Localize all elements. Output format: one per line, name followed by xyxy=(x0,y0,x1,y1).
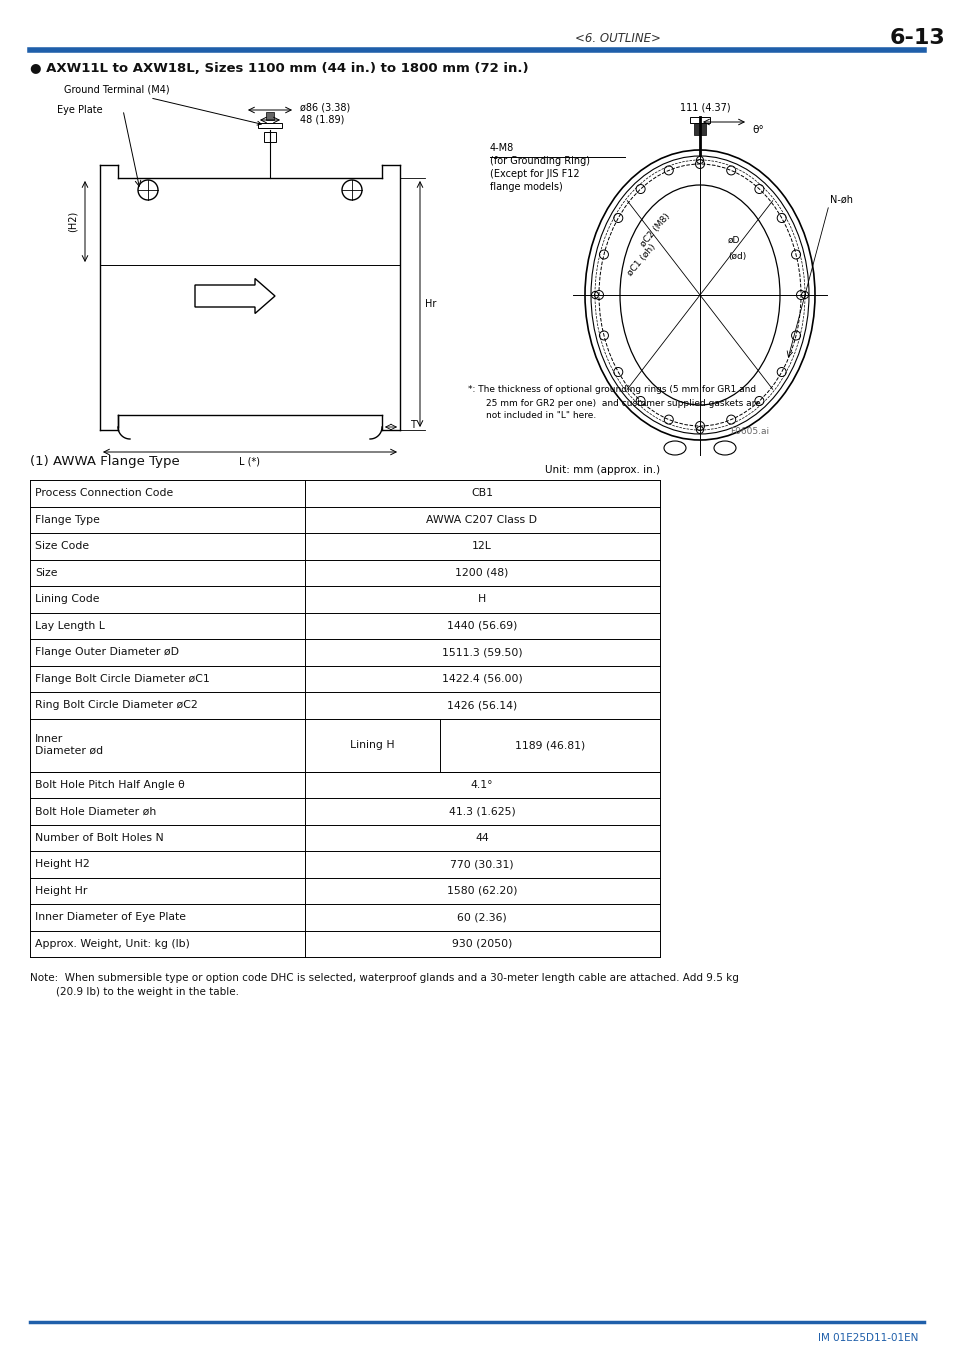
Bar xyxy=(257,123,282,128)
Text: 60 (2.36): 60 (2.36) xyxy=(456,913,506,922)
Text: Ring Bolt Circle Diameter øC2: Ring Bolt Circle Diameter øC2 xyxy=(35,701,197,710)
Text: Unit: mm (approx. in.): Unit: mm (approx. in.) xyxy=(544,464,659,475)
Text: IM 01E25D11-01EN: IM 01E25D11-01EN xyxy=(817,1332,917,1343)
Text: AWWA C207 Class D: AWWA C207 Class D xyxy=(426,514,537,525)
Text: H: H xyxy=(477,594,486,605)
Text: 4.1°: 4.1° xyxy=(470,780,493,790)
Text: 111 (4.37): 111 (4.37) xyxy=(679,103,730,112)
Text: Hr: Hr xyxy=(424,298,436,309)
Text: Process Connection Code: Process Connection Code xyxy=(35,489,173,498)
Text: Bolt Hole Diameter øh: Bolt Hole Diameter øh xyxy=(35,806,156,817)
Text: Flange Bolt Circle Diameter øC1: Flange Bolt Circle Diameter øC1 xyxy=(35,674,210,683)
Text: øC1 (øh): øC1 (øh) xyxy=(625,242,658,278)
Text: (ød): (ød) xyxy=(727,252,745,262)
Bar xyxy=(689,117,709,123)
Text: Height Hr: Height Hr xyxy=(35,886,88,896)
Text: Number of Bolt Holes N: Number of Bolt Holes N xyxy=(35,833,164,842)
Text: ø86 (3.38): ø86 (3.38) xyxy=(299,103,350,113)
Text: <6. OUTLINE>: <6. OUTLINE> xyxy=(575,31,660,45)
Text: øD: øD xyxy=(727,235,740,244)
Text: (20.9 lb) to the weight in the table.: (20.9 lb) to the weight in the table. xyxy=(30,987,239,998)
Text: Ground Terminal (M4): Ground Terminal (M4) xyxy=(64,85,261,126)
Text: 1189 (46.81): 1189 (46.81) xyxy=(515,740,584,751)
Text: 25 mm for GR2 per one)  and customer supplied gaskets are: 25 mm for GR2 per one) and customer supp… xyxy=(485,398,760,408)
Text: T: T xyxy=(410,420,416,431)
Text: 48 (1.89): 48 (1.89) xyxy=(299,113,344,124)
Text: 1422.4 (56.00): 1422.4 (56.00) xyxy=(441,674,522,683)
Text: 1511.3 (59.50): 1511.3 (59.50) xyxy=(441,647,521,657)
Text: 930 (2050): 930 (2050) xyxy=(452,938,512,949)
Text: Lining Code: Lining Code xyxy=(35,594,99,605)
Text: Lining H: Lining H xyxy=(350,740,394,751)
Text: 1580 (62.20): 1580 (62.20) xyxy=(446,886,517,896)
Text: θ°: θ° xyxy=(751,126,763,135)
Text: N-øh: N-øh xyxy=(829,194,852,205)
Text: Inner Diameter of Eye Plate: Inner Diameter of Eye Plate xyxy=(35,913,186,922)
Text: 1200 (48): 1200 (48) xyxy=(455,568,508,578)
Text: L (*): L (*) xyxy=(239,458,260,467)
Text: Flange Type: Flange Type xyxy=(35,514,100,525)
Text: (Except for JIS F12: (Except for JIS F12 xyxy=(490,169,579,180)
Bar xyxy=(266,112,274,120)
Ellipse shape xyxy=(713,441,735,455)
Text: 1440 (56.69): 1440 (56.69) xyxy=(446,621,517,630)
Text: flange models): flange models) xyxy=(490,182,562,192)
Text: Size Code: Size Code xyxy=(35,541,89,551)
Text: (1) AWWA Flange Type: (1) AWWA Flange Type xyxy=(30,455,179,468)
Ellipse shape xyxy=(663,441,685,455)
Text: 41.3 (1.625): 41.3 (1.625) xyxy=(448,806,515,817)
Text: not included in "L" here.: not included in "L" here. xyxy=(485,412,596,420)
Text: Flange Outer Diameter øD: Flange Outer Diameter øD xyxy=(35,647,179,657)
Text: Inner
Diameter ød: Inner Diameter ød xyxy=(35,734,103,756)
Text: Height H2: Height H2 xyxy=(35,859,90,869)
Text: F0605.ai: F0605.ai xyxy=(729,428,768,436)
Text: Approx. Weight, Unit: kg (lb): Approx. Weight, Unit: kg (lb) xyxy=(35,938,190,949)
Text: 12L: 12L xyxy=(472,541,492,551)
Text: Size: Size xyxy=(35,568,57,578)
Text: Bolt Hole Pitch Half Angle θ: Bolt Hole Pitch Half Angle θ xyxy=(35,780,185,790)
Bar xyxy=(264,132,275,142)
Text: Lay Length L: Lay Length L xyxy=(35,621,105,630)
Text: 770 (30.31): 770 (30.31) xyxy=(450,859,514,869)
Text: 44: 44 xyxy=(475,833,488,842)
Text: CB1: CB1 xyxy=(471,489,493,498)
Text: 1426 (56.14): 1426 (56.14) xyxy=(446,701,517,710)
Text: 4-M8: 4-M8 xyxy=(490,143,514,153)
Text: Eye Plate: Eye Plate xyxy=(57,105,103,115)
Text: (H2): (H2) xyxy=(68,211,78,232)
Text: Note:  When submersible type or option code DHC is selected, waterproof glands a: Note: When submersible type or option co… xyxy=(30,973,739,983)
Text: *: The thickness of optional grounding rings (5 mm for GR1 and: *: The thickness of optional grounding r… xyxy=(468,386,756,394)
FancyArrow shape xyxy=(194,278,274,313)
Bar xyxy=(693,123,705,135)
Text: ● AXW11L to AXW18L, Sizes 1100 mm (44 in.) to 1800 mm (72 in.): ● AXW11L to AXW18L, Sizes 1100 mm (44 in… xyxy=(30,62,528,74)
Text: øC2 (M8): øC2 (M8) xyxy=(638,212,671,248)
Text: 6-13: 6-13 xyxy=(889,28,944,49)
Text: (for Grounding Ring): (for Grounding Ring) xyxy=(490,157,589,166)
